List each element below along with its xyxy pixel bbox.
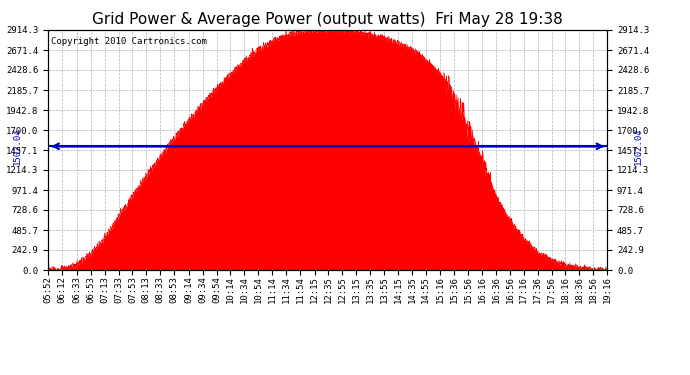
Title: Grid Power & Average Power (output watts)  Fri May 28 19:38: Grid Power & Average Power (output watts… — [92, 12, 563, 27]
Text: 1502.04: 1502.04 — [13, 128, 22, 165]
Text: 1502.04: 1502.04 — [633, 128, 642, 165]
Text: Copyright 2010 Cartronics.com: Copyright 2010 Cartronics.com — [51, 37, 207, 46]
